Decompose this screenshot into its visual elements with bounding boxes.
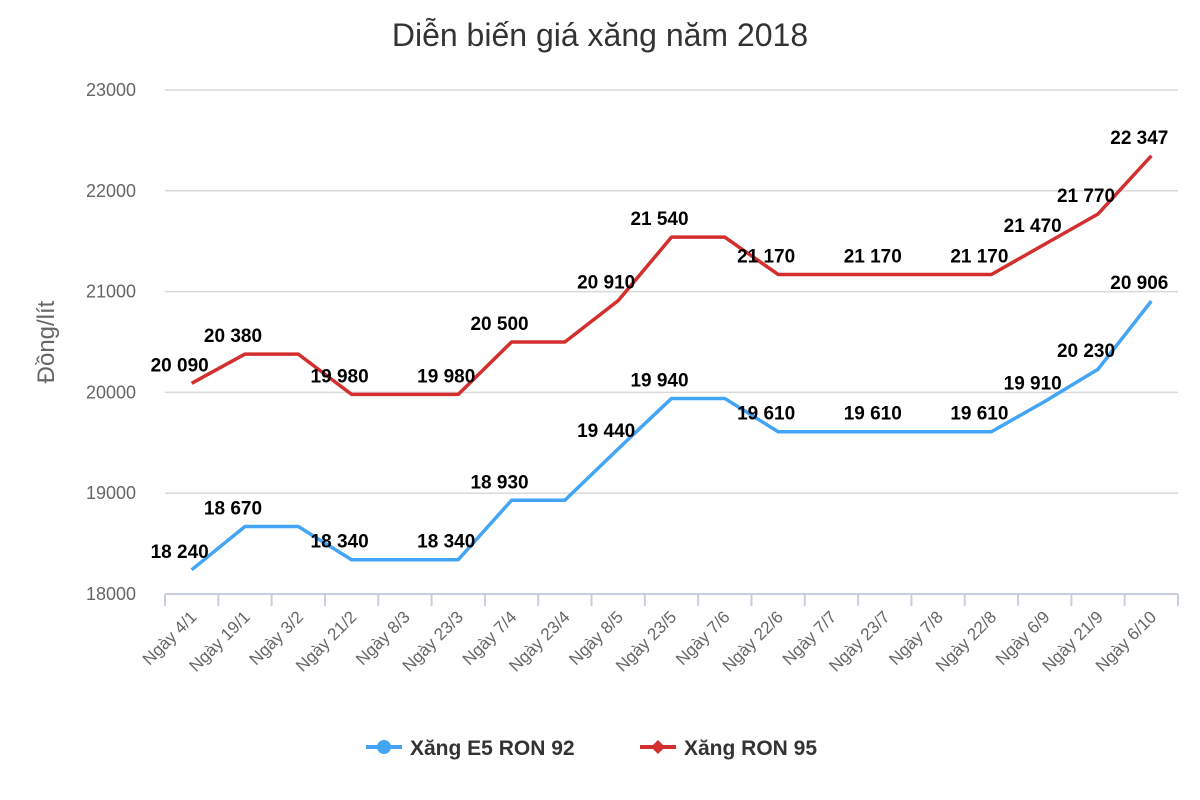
data-label: 18 340 xyxy=(417,532,475,553)
series-line-ron95 xyxy=(190,154,1153,397)
data-label: 18 930 xyxy=(470,472,528,493)
data-label: 22 347 xyxy=(1110,128,1168,149)
legend-marker-circle-icon xyxy=(377,740,391,754)
series-line-e5-ron92 xyxy=(190,299,1153,572)
data-label: 19 980 xyxy=(417,366,475,387)
data-label: 20 380 xyxy=(204,326,262,347)
data-label: 21 770 xyxy=(1057,186,1115,207)
data-label: 21 170 xyxy=(844,246,902,267)
data-label: 20 500 xyxy=(470,314,528,335)
gridlines xyxy=(165,89,1178,494)
legend-label: Xăng RON 95 xyxy=(684,737,817,760)
data-label: 21 170 xyxy=(950,246,1008,267)
legend-label: Xăng E5 RON 92 xyxy=(410,737,575,760)
series-lines xyxy=(190,154,1153,572)
legend: Xăng E5 RON 92 Xăng RON 95 xyxy=(366,737,817,760)
data-labels: 18 240 18 670 18 340 18 340 18 930 19 440 19 9… xyxy=(151,128,1169,563)
data-label: 18 670 xyxy=(204,498,262,519)
data-label: 20 230 xyxy=(1057,341,1115,362)
data-label: 19 910 xyxy=(1004,373,1062,394)
data-label: 20 910 xyxy=(577,273,635,294)
y-tick-label: 22000 xyxy=(86,181,136,201)
data-label: 18 240 xyxy=(151,542,209,563)
y-tick-label: 21000 xyxy=(86,282,136,302)
y-axis-label: Đồng/lít xyxy=(33,300,60,383)
data-label: 20 090 xyxy=(151,355,209,376)
data-label: 18 340 xyxy=(311,532,369,553)
data-label: 21 470 xyxy=(1004,216,1062,237)
legend-marker-diamond-icon xyxy=(651,740,665,754)
y-tick-label: 19000 xyxy=(86,483,136,503)
data-label: 19 440 xyxy=(577,421,635,442)
data-label: 21 170 xyxy=(737,246,795,267)
data-label: 19 610 xyxy=(737,404,795,425)
data-label: 19 610 xyxy=(844,404,902,425)
data-label: 19 940 xyxy=(630,370,688,391)
y-tick-label: 20000 xyxy=(86,382,136,402)
y-tick-label: 18000 xyxy=(86,584,136,604)
data-label: 19 980 xyxy=(311,366,369,387)
data-label: 21 540 xyxy=(630,209,688,230)
y-tick-label: 23000 xyxy=(86,80,136,100)
data-label: 19 610 xyxy=(950,404,1008,425)
chart-title: Diễn biến giá xăng năm 2018 xyxy=(392,17,808,53)
data-label: 20 906 xyxy=(1110,273,1168,294)
